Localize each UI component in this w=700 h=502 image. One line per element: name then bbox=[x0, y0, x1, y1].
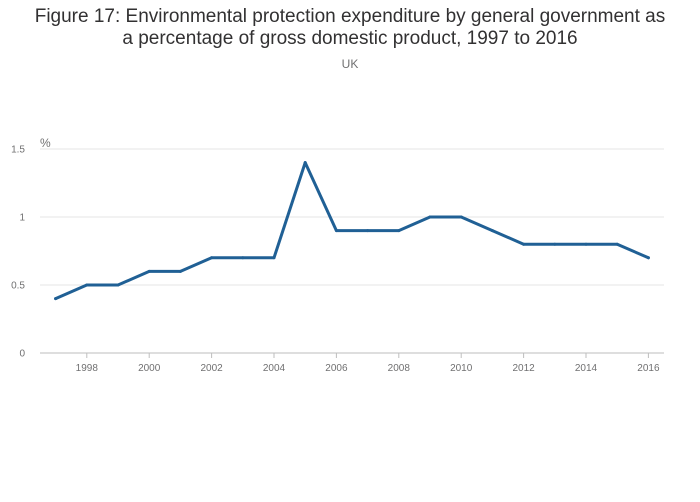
series-line bbox=[54, 161, 650, 301]
x-tick-label: 2014 bbox=[575, 363, 598, 374]
axes bbox=[40, 352, 664, 358]
y-tick-label: 0 bbox=[19, 349, 25, 360]
data-point bbox=[147, 269, 151, 273]
chart-title-line2: a percentage of gross domestic product, … bbox=[122, 28, 578, 49]
series-group bbox=[54, 161, 650, 301]
data-point bbox=[54, 297, 58, 301]
x-tick-label: 2008 bbox=[388, 363, 411, 374]
data-point bbox=[85, 283, 89, 287]
data-point bbox=[272, 256, 276, 260]
y-tick-labels: 0 0.5 1 1.5 bbox=[11, 145, 25, 360]
chart-title-line1: Figure 17: Environmental protection expe… bbox=[34, 6, 666, 27]
data-point bbox=[615, 242, 619, 246]
data-point bbox=[334, 229, 338, 233]
data-point bbox=[490, 229, 494, 233]
x-tick-label: 2012 bbox=[512, 363, 535, 374]
data-point bbox=[178, 269, 182, 273]
x-tick-labels: 1998 2000 2002 2004 2006 2008 2010 2012 2014 2016 bbox=[76, 363, 660, 374]
data-point bbox=[646, 256, 650, 260]
gridlines bbox=[40, 148, 664, 286]
data-point bbox=[303, 161, 307, 165]
data-point bbox=[210, 256, 214, 260]
x-tick-label: 1998 bbox=[76, 363, 99, 374]
data-point bbox=[241, 256, 245, 260]
data-point bbox=[584, 242, 588, 246]
y-tick-label: 1.5 bbox=[11, 145, 25, 156]
y-tick-label: 1 bbox=[19, 213, 25, 224]
data-point bbox=[366, 229, 370, 233]
data-point bbox=[397, 229, 401, 233]
data-point bbox=[428, 215, 432, 219]
y-unit-label: % bbox=[40, 136, 51, 150]
chart-subtitle: UK bbox=[341, 57, 359, 71]
chart-title: Figure 17: Environmental protection expe… bbox=[0, 6, 700, 50]
x-tick-label: 2010 bbox=[450, 363, 473, 374]
y-tick-label: 0.5 bbox=[11, 281, 25, 292]
data-point bbox=[522, 242, 526, 246]
x-tick-label: 2016 bbox=[637, 363, 660, 374]
data-point bbox=[116, 283, 120, 287]
data-point bbox=[459, 215, 463, 219]
x-tick-label: 2004 bbox=[263, 363, 286, 374]
x-tick-label: 2006 bbox=[325, 363, 348, 374]
x-tick-label: 2000 bbox=[138, 363, 161, 374]
x-tick-label: 2002 bbox=[200, 363, 223, 374]
data-point bbox=[553, 242, 557, 246]
